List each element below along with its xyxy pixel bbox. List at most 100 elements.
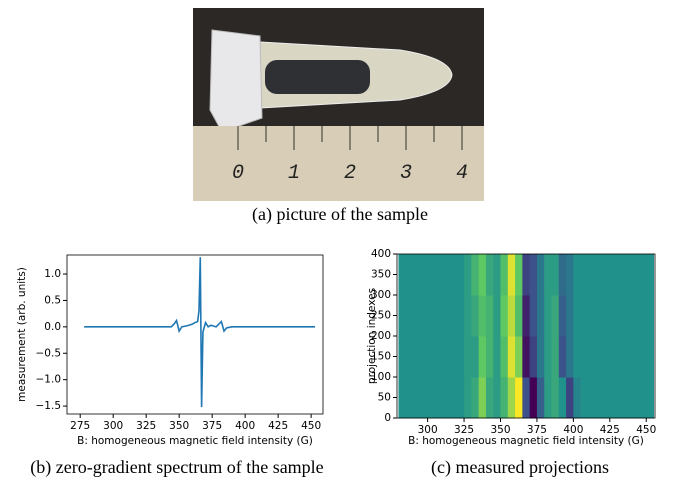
heatmap-cell <box>500 377 509 419</box>
heatmap-cell <box>551 295 560 337</box>
heatmap-cell <box>638 254 647 296</box>
heatmap-cell <box>420 377 429 419</box>
ruler-label: 1 <box>288 162 300 185</box>
heatmap-cell <box>558 295 567 337</box>
y-axis-label: measurement (arb. units) <box>16 267 28 402</box>
heatmap-cell <box>558 336 567 378</box>
heatmap-cell <box>398 377 407 419</box>
heatmap-cell <box>500 295 509 337</box>
heatmap-cell <box>566 254 574 296</box>
y-tick-label: 200 <box>371 330 391 342</box>
heatmap-cell <box>631 377 640 419</box>
x-tick-label: 375 <box>527 424 547 436</box>
heatmap-cell <box>471 336 480 378</box>
ruler <box>193 126 484 201</box>
heatmap-cell <box>631 254 640 296</box>
heatmap-cell <box>471 377 480 419</box>
heatmap-cell <box>573 295 582 337</box>
x-tick-label: 275 <box>70 420 90 432</box>
heatmap-cell <box>609 336 618 378</box>
plot-frame <box>396 253 656 419</box>
heatmap-cell <box>529 336 538 378</box>
heatmap-cell <box>413 377 421 419</box>
heatmap-cell <box>536 377 545 419</box>
y-tick-label: −1.0 <box>36 374 62 386</box>
heatmap-cell <box>456 295 465 337</box>
y-tick-label: 0.0 <box>44 321 61 333</box>
heatmap-cell <box>602 295 611 337</box>
heatmap-cell <box>580 295 589 337</box>
heatmap-cell <box>464 336 472 378</box>
y-tick-label: 250 <box>371 310 391 322</box>
heatmap-cell <box>522 377 531 419</box>
heatmap-cell <box>485 254 494 296</box>
heatmap-cell <box>485 295 494 337</box>
heatmap-cell <box>456 336 465 378</box>
heatmap-cell <box>529 377 538 419</box>
heatmap-cell <box>646 295 655 337</box>
heatmap-cell <box>544 336 553 378</box>
heatmap-cell <box>442 377 450 419</box>
heatmap-cell <box>493 295 501 337</box>
heatmap-cell <box>595 336 604 378</box>
heatmap-cell <box>617 377 625 419</box>
heatmap-cell <box>493 254 501 296</box>
x-tick-label: 325 <box>454 424 474 436</box>
heatmap-cell <box>427 254 436 296</box>
heatmap-cell <box>587 336 596 378</box>
heatmap-cell <box>471 254 480 296</box>
heatmap-cell <box>405 336 414 378</box>
heatmap-cell <box>500 254 509 296</box>
heatmap-cell <box>624 254 633 296</box>
x-tick-label: 325 <box>136 420 156 432</box>
heatmap-cell <box>638 295 647 337</box>
heatmap-cell <box>456 377 465 419</box>
heatmap-cell <box>573 336 582 378</box>
y-tick-label: 0 <box>384 412 391 424</box>
heatmap-cell <box>420 336 429 378</box>
heatmap-cell <box>522 254 531 296</box>
x-tick-label: 400 <box>563 424 583 436</box>
x-tick-label: 450 <box>301 420 321 432</box>
heatmap-cell <box>646 336 655 378</box>
heatmap-cell <box>566 336 574 378</box>
heatmap-cell <box>544 295 553 337</box>
heatmap-cell <box>522 336 531 378</box>
heatmap-cell <box>464 254 472 296</box>
sample-photo: 0 1 2 3 4 <box>193 8 484 201</box>
heatmap-cell <box>420 295 429 337</box>
x-tick-label: 300 <box>103 420 123 432</box>
x-tick-label: 400 <box>235 420 255 432</box>
x-tick-label: 300 <box>418 424 438 436</box>
heatmap-cell <box>485 336 494 378</box>
ruler-label: 0 <box>232 162 244 185</box>
heatmap-cell <box>536 295 545 337</box>
heatmap-cell <box>573 377 582 419</box>
heatmap-cell <box>580 377 589 419</box>
y-tick-label: −0.5 <box>36 347 62 359</box>
caption: (c) measured projections <box>431 457 609 478</box>
heatmap-cell <box>507 295 516 337</box>
heatmap-cell <box>413 336 421 378</box>
heatmap-cell <box>449 336 458 378</box>
heatmap-cell <box>551 336 560 378</box>
y-tick-label: 150 <box>371 351 391 363</box>
heatmap-cell <box>595 377 604 419</box>
heatmap-cell <box>398 254 407 296</box>
x-axis-label: B: homogeneous magnetic field intensity … <box>408 435 644 447</box>
heatmap-cell <box>580 254 589 296</box>
heatmap-cell <box>558 377 567 419</box>
heatmap-cell <box>536 336 545 378</box>
heatmap-cell <box>587 254 596 296</box>
heatmap-cell <box>413 254 421 296</box>
heatmap-cell <box>456 254 465 296</box>
heatmap-cell <box>536 254 545 296</box>
heatmap-cell <box>427 377 436 419</box>
cap <box>209 29 263 133</box>
heatmap-cell <box>544 377 553 419</box>
heatmap-cell <box>624 377 633 419</box>
heatmap-cell <box>558 254 567 296</box>
caption: (a) picture of the sample <box>252 204 428 225</box>
heatmap-cell <box>566 377 574 419</box>
